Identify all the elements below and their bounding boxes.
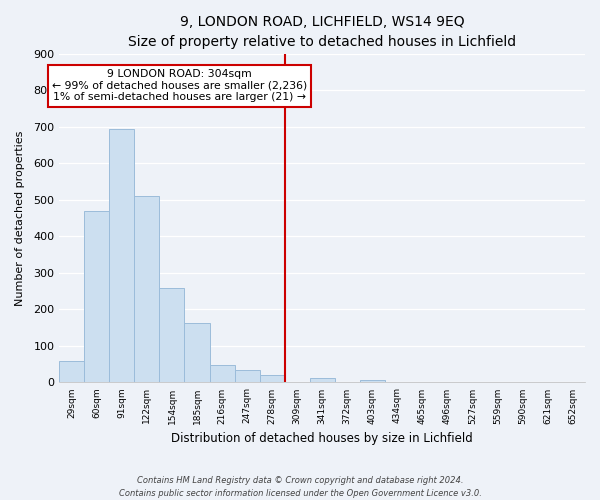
X-axis label: Distribution of detached houses by size in Lichfield: Distribution of detached houses by size …	[171, 432, 473, 445]
Bar	[134, 196, 160, 382]
Bar	[85, 211, 109, 382]
Bar	[109, 128, 134, 382]
Bar	[360, 380, 385, 382]
Bar	[59, 360, 85, 382]
Title: 9, LONDON ROAD, LICHFIELD, WS14 9EQ
Size of property relative to detached houses: 9, LONDON ROAD, LICHFIELD, WS14 9EQ Size…	[128, 15, 516, 48]
Text: 9 LONDON ROAD: 304sqm
← 99% of detached houses are smaller (2,236)
1% of semi-de: 9 LONDON ROAD: 304sqm ← 99% of detached …	[52, 69, 307, 102]
Bar	[260, 375, 284, 382]
Bar	[235, 370, 260, 382]
Text: Contains HM Land Registry data © Crown copyright and database right 2024.
Contai: Contains HM Land Registry data © Crown c…	[119, 476, 481, 498]
Bar	[209, 365, 235, 382]
Y-axis label: Number of detached properties: Number of detached properties	[15, 130, 25, 306]
Bar	[160, 288, 184, 382]
Bar	[184, 323, 209, 382]
Bar	[310, 378, 335, 382]
